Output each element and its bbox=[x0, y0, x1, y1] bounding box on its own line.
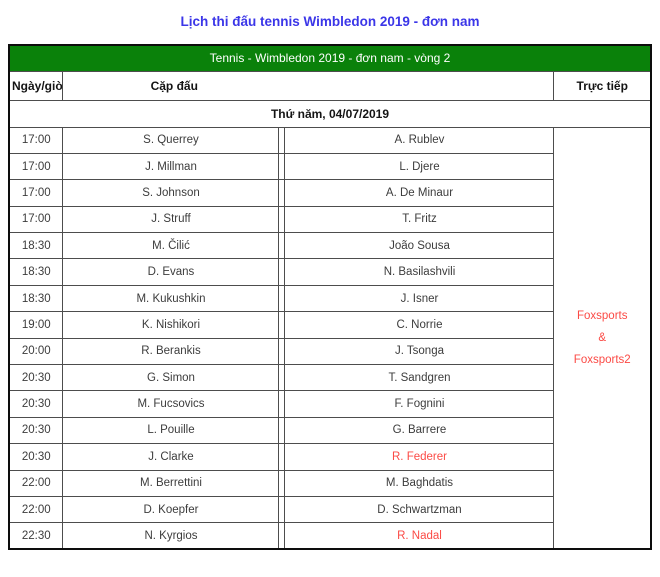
column-header-live: Trực tiếp bbox=[553, 70, 651, 100]
player1-name: D. Koepfer bbox=[62, 495, 279, 523]
match-row: 18:30 M. Kukushkin J. Isner bbox=[8, 284, 651, 312]
player2-name: T. Fritz bbox=[284, 205, 554, 233]
player1-name: L. Pouille bbox=[62, 416, 279, 444]
match-row: 17:00 J. Struff T. Fritz bbox=[8, 205, 651, 233]
matchup-divider bbox=[278, 205, 286, 233]
match-row: 17:00 S. Querrey A. Rublev Foxsports & Foxspo… bbox=[8, 126, 651, 550]
match-row: 22:30 N. Kyrgios R. Nadal bbox=[8, 522, 651, 550]
match-row: 18:30 D. Evans N. Basilashvili bbox=[8, 258, 651, 286]
matchup-divider bbox=[278, 469, 286, 497]
match-time: 22:30 bbox=[8, 522, 64, 550]
matchup-divider bbox=[278, 258, 286, 286]
match-row: 17:00 J. Millman L. Djere bbox=[8, 152, 651, 180]
player2-name: J. Isner bbox=[284, 284, 554, 312]
match-time: 20:30 bbox=[8, 390, 64, 418]
player1-name: M. Fucsovics bbox=[62, 390, 279, 418]
table-caption: Tennis - Wimbledon 2019 - đơn nam - vòng… bbox=[8, 45, 651, 71]
player1-name: K. Nishikori bbox=[62, 311, 279, 339]
match-row: 22:00 M. Berrettini M. Baghdatis bbox=[8, 469, 651, 497]
match-rows: 17:00 S. Querrey A. Rublev Foxsports & Foxspo… bbox=[8, 126, 651, 550]
match-time: 17:00 bbox=[8, 205, 64, 233]
match-row: 20:30 L. Pouille G. Barrere bbox=[8, 416, 651, 444]
match-row: 20:30 M. Fucsovics F. Fognini bbox=[8, 390, 651, 418]
match-row: 18:30 M. Čilić João Sousa bbox=[8, 232, 651, 259]
matchup-divider bbox=[278, 416, 286, 444]
match-row: 22:00 D. Koepfer D. Schwartzman bbox=[8, 495, 651, 523]
player2-name: J. Tsonga bbox=[284, 337, 554, 365]
matchup-divider bbox=[278, 364, 286, 391]
player2-name: C. Norrie bbox=[284, 311, 554, 339]
column-header-matchup-cont bbox=[284, 70, 555, 100]
matchup-divider bbox=[278, 311, 286, 339]
player1-name: S. Johnson bbox=[62, 179, 279, 207]
match-time: 20:00 bbox=[8, 337, 64, 365]
schedule-table: Tennis - Wimbledon 2019 - đơn nam - vòng… bbox=[7, 44, 652, 551]
player1-name: R. Berankis bbox=[62, 337, 279, 365]
matchup-divider bbox=[278, 390, 286, 418]
player1-name: J. Struff bbox=[62, 205, 279, 233]
table-caption-row: Tennis - Wimbledon 2019 - đơn nam - vòng… bbox=[8, 45, 651, 71]
match-time: 20:30 bbox=[8, 416, 64, 444]
player1-name: M. Berrettini bbox=[62, 469, 279, 497]
player1-name: J. Millman bbox=[62, 152, 279, 180]
matchup-divider bbox=[278, 126, 286, 154]
matchup-divider bbox=[278, 495, 286, 523]
player2-name: A. De Minaur bbox=[284, 179, 554, 207]
player2-name: A. Rublev bbox=[284, 126, 554, 154]
player1-name: M. Kukushkin bbox=[62, 284, 279, 312]
player2-name: G. Barrere bbox=[284, 416, 554, 444]
player1-name: M. Čilić bbox=[62, 232, 279, 259]
broadcaster-line: Foxsports2 bbox=[573, 353, 631, 366]
match-row: 19:00 K. Nishikori C. Norrie bbox=[8, 311, 651, 339]
match-time: 18:30 bbox=[8, 258, 64, 286]
player2-name: R. Nadal bbox=[284, 522, 554, 550]
player2-name: F. Fognini bbox=[284, 390, 554, 418]
match-time: 22:00 bbox=[8, 469, 64, 497]
match-row: 20:30 J. Clarke R. Federer bbox=[8, 443, 651, 471]
player1-name: J. Clarke bbox=[62, 443, 279, 471]
matchup-divider bbox=[278, 443, 286, 471]
match-time: 18:30 bbox=[8, 232, 64, 259]
match-row: 20:00 R. Berankis J. Tsonga bbox=[8, 337, 651, 365]
match-time: 17:00 bbox=[8, 179, 64, 207]
day-header-row: Thứ năm, 04/07/2019 bbox=[8, 99, 651, 127]
matchup-divider bbox=[278, 232, 286, 259]
column-header-datetime: Ngày/giờ bbox=[8, 70, 64, 100]
matchup-divider bbox=[278, 337, 286, 365]
player2-name: N. Basilashvili bbox=[284, 258, 554, 286]
match-time: 18:30 bbox=[8, 284, 64, 312]
match-time: 20:30 bbox=[8, 443, 64, 471]
player1-name: G. Simon bbox=[62, 364, 279, 391]
matchup-divider bbox=[278, 284, 286, 312]
player2-name: M. Baghdatis bbox=[284, 469, 554, 497]
broadcaster-line: & bbox=[598, 331, 607, 344]
player1-name: D. Evans bbox=[62, 258, 279, 286]
column-header-matchup: Cặp đấu bbox=[62, 70, 285, 100]
page-title: Lịch thi đấu tennis Wimbledon 2019 - đơn… bbox=[180, 14, 480, 29]
matchup-divider bbox=[278, 522, 286, 550]
player2-name: T. Sandgren bbox=[284, 364, 554, 391]
page: Lịch thi đấu tennis Wimbledon 2019 - đơn… bbox=[7, 14, 652, 551]
player2-name: D. Schwartzman bbox=[284, 495, 554, 523]
match-row: 20:30 G. Simon T. Sandgren bbox=[8, 364, 651, 391]
match-time: 20:30 bbox=[8, 364, 64, 391]
match-time: 19:00 bbox=[8, 311, 64, 339]
player2-name: L. Djere bbox=[284, 152, 554, 180]
match-time: 17:00 bbox=[8, 152, 64, 180]
matchup-divider bbox=[278, 179, 286, 207]
day-header: Thứ năm, 04/07/2019 bbox=[8, 99, 651, 127]
match-time: 22:00 bbox=[8, 495, 64, 523]
broadcaster-line: Foxsports bbox=[576, 309, 628, 322]
broadcaster-cell: Foxsports & Foxsports2 bbox=[553, 126, 651, 550]
player1-name: S. Querrey bbox=[62, 126, 279, 154]
player2-name: João Sousa bbox=[284, 232, 554, 259]
player1-name: N. Kyrgios bbox=[62, 522, 279, 550]
matchup-divider bbox=[278, 152, 286, 180]
player2-name: R. Federer bbox=[284, 443, 554, 471]
column-header-row: Ngày/giờ Cặp đấu Trực tiếp bbox=[8, 70, 651, 100]
match-time: 17:00 bbox=[8, 126, 64, 154]
match-row: 17:00 S. Johnson A. De Minaur bbox=[8, 179, 651, 207]
